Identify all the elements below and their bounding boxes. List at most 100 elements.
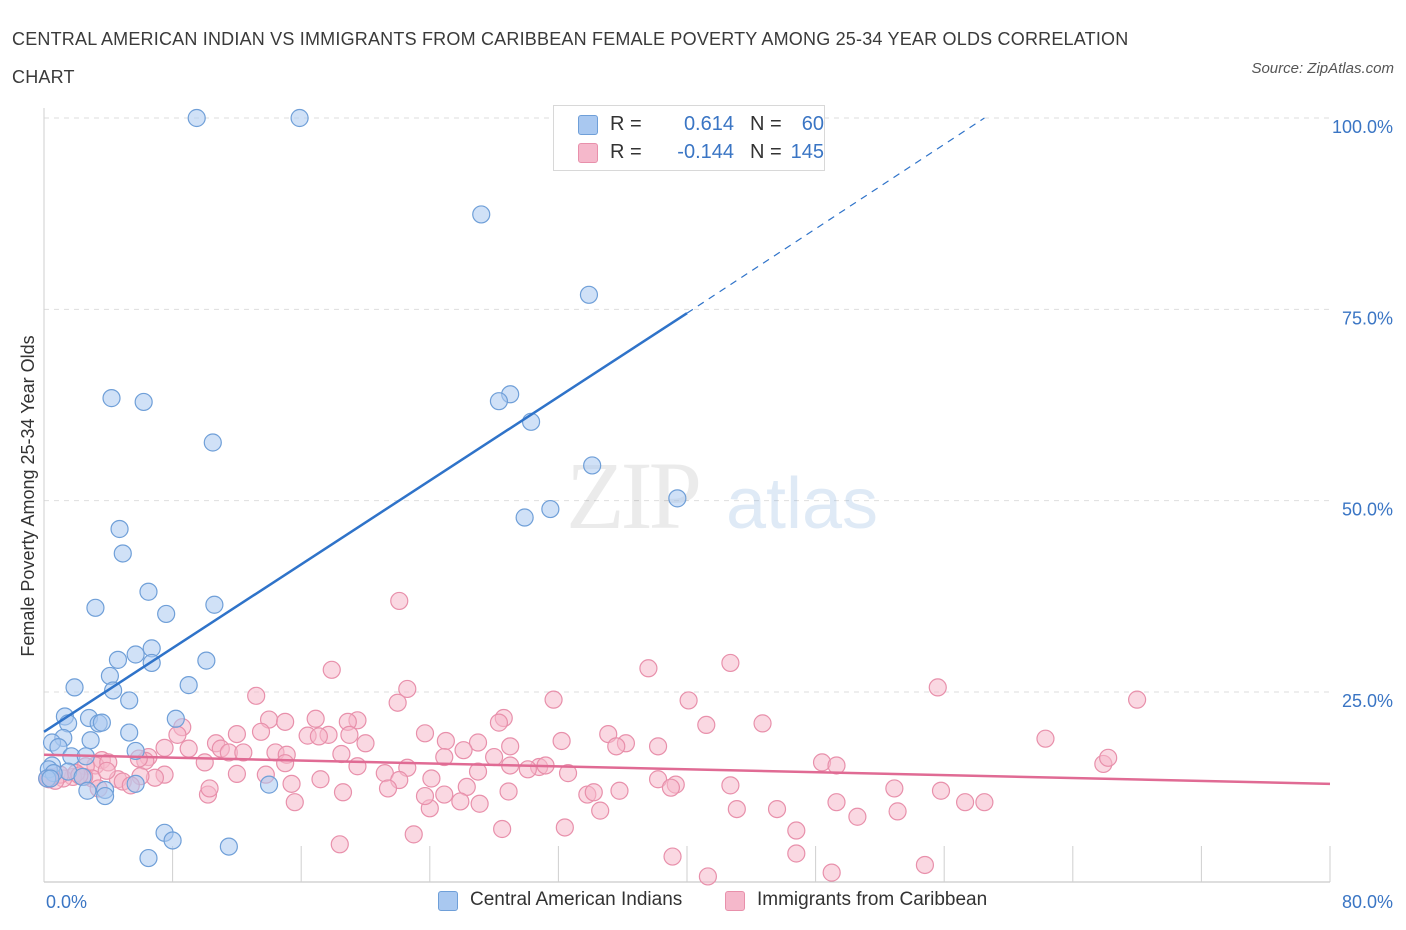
series1-point xyxy=(78,781,97,800)
series2-point xyxy=(468,733,488,752)
series2-point xyxy=(493,819,512,839)
series1-point xyxy=(187,108,206,128)
series2-point xyxy=(322,660,341,679)
y-tick-label: 25.0% xyxy=(1342,691,1393,711)
series2-point xyxy=(309,727,328,746)
series2-point xyxy=(955,793,975,812)
series2-point xyxy=(340,725,359,744)
series1-point xyxy=(120,691,139,710)
series2-point xyxy=(330,835,349,854)
series2-trend-line xyxy=(43,753,1331,786)
y-tick-label: 75.0% xyxy=(1342,308,1393,328)
series2-point xyxy=(489,713,509,732)
watermark: ZIP atlas xyxy=(566,442,878,549)
series2-point xyxy=(179,739,198,758)
series2-point xyxy=(558,764,578,783)
series2-point xyxy=(435,785,454,804)
source-label: Source: ZipAtlas.com xyxy=(1251,60,1394,77)
series2-point xyxy=(378,779,398,798)
series2-point xyxy=(787,844,806,863)
series2-point xyxy=(827,793,846,812)
series2-point xyxy=(661,778,681,797)
series1-point xyxy=(65,678,84,697)
series2-point xyxy=(436,731,455,751)
series1-point xyxy=(102,389,121,408)
series1-n-value: 60 xyxy=(801,113,824,135)
series1-point xyxy=(203,433,222,452)
series2-legend-label: Immigrants from Caribbean xyxy=(757,889,988,910)
series2-point xyxy=(200,779,219,798)
series1-point xyxy=(219,837,238,856)
series1-point xyxy=(104,681,123,700)
series2-point xyxy=(276,754,295,773)
series1-point xyxy=(126,741,145,761)
series1-point xyxy=(583,456,602,475)
series1-point xyxy=(139,582,158,601)
watermark-atlas: atlas xyxy=(726,464,878,544)
series1-point xyxy=(126,774,145,793)
series1-point xyxy=(197,651,216,670)
series1-point xyxy=(110,519,129,539)
series2-point xyxy=(247,686,266,705)
series1-point xyxy=(472,205,491,224)
n-label: N = xyxy=(750,113,782,135)
series2-point xyxy=(97,761,116,780)
series2-point xyxy=(888,802,907,821)
series2-point xyxy=(822,863,841,882)
series2-point xyxy=(544,690,563,709)
series2-point xyxy=(1127,690,1147,709)
series2-point xyxy=(454,741,473,760)
series1-point xyxy=(81,731,100,750)
series2-point xyxy=(195,753,214,772)
series2-point xyxy=(584,783,603,802)
series2-legend-swatch xyxy=(725,891,745,911)
axes-layer: 25.0% 50.0% 75.0% 100.0% 0.0% 80.0% xyxy=(43,108,1393,912)
series2-point xyxy=(227,724,246,744)
series2-swatch xyxy=(578,143,598,163)
series1-point xyxy=(86,598,105,617)
series2-point xyxy=(499,782,518,801)
series2-point xyxy=(698,867,717,886)
series2-point xyxy=(555,818,574,837)
series2-point xyxy=(311,770,330,789)
series1-point xyxy=(489,392,509,411)
series2-point xyxy=(404,825,423,844)
series2-point xyxy=(1036,729,1055,748)
series1-point xyxy=(290,108,309,128)
series2-point xyxy=(591,801,610,820)
series1-point xyxy=(139,848,158,868)
series2-point xyxy=(607,737,626,756)
series2-point xyxy=(915,855,935,875)
series1-point xyxy=(541,499,560,519)
series2-point xyxy=(931,781,951,800)
series1-point xyxy=(668,489,687,508)
series1-r-value: 0.614 xyxy=(683,113,734,135)
series2-point xyxy=(885,779,904,798)
series2-point xyxy=(234,743,253,762)
series1-point xyxy=(515,508,534,527)
legend-item-series2[interactable]: Immigrants from Caribbean xyxy=(725,888,1025,916)
series2-point xyxy=(332,744,351,764)
stats-legend: R = 0.614 N = 60 R = -0.144 N = 145 xyxy=(553,105,825,171)
series1-point xyxy=(92,713,111,732)
series2-point xyxy=(422,769,441,788)
series2-point xyxy=(451,792,470,811)
series2-point xyxy=(468,762,488,781)
chart-title: CENTRAL AMERICAN INDIAN VS IMMIGRANTS FR… xyxy=(12,29,1129,87)
n-label: N = xyxy=(750,141,782,163)
legend-item-series1[interactable]: Central American Indians xyxy=(438,888,708,916)
series1-legend-label: Central American Indians xyxy=(470,889,683,910)
series2-point xyxy=(727,799,746,819)
y-tick-label: 100.0% xyxy=(1332,117,1393,137)
series1-point xyxy=(166,709,185,728)
series1-point xyxy=(259,775,279,794)
series1-point xyxy=(179,676,198,695)
series2-point xyxy=(306,709,325,728)
series2-point xyxy=(663,847,682,866)
series1-legend-swatch xyxy=(438,891,458,911)
series2-point xyxy=(251,722,271,741)
series2-point xyxy=(648,770,668,789)
series2-point xyxy=(753,714,772,733)
series2-point xyxy=(398,679,417,699)
